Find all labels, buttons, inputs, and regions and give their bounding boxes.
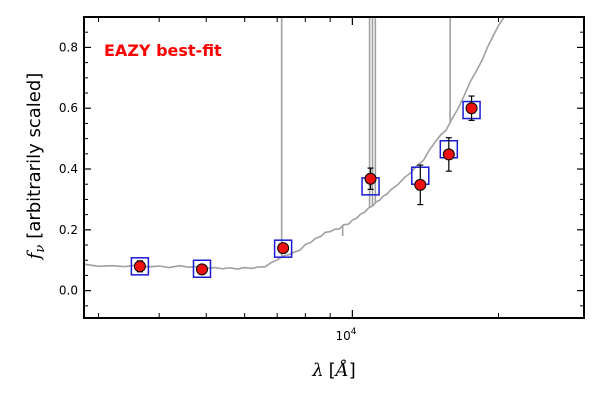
y-tick-label: 0.8 <box>59 40 78 54</box>
x-unit: [ <box>329 360 336 381</box>
x-ticks <box>98 17 585 318</box>
lambda-symbol: λ <box>311 360 323 381</box>
x-unit-angstrom: Å <box>334 359 349 381</box>
observed-flux-point <box>133 260 146 273</box>
y-axis-label: fν[arbitrarily scaled] <box>24 73 48 262</box>
observed-flux-point <box>277 242 290 255</box>
model-flux-box <box>130 257 150 276</box>
y-tick-label: 0.0 <box>59 284 78 298</box>
plot-content <box>84 17 505 278</box>
model-flux-box <box>192 259 212 278</box>
x-tick-exponent: 4 <box>351 327 357 337</box>
y-tick-label: 0.2 <box>59 223 78 237</box>
observed-flux-point <box>465 102 478 115</box>
f-nu-subscript: ν <box>33 245 48 253</box>
plot-frame <box>83 16 585 319</box>
y-tick-label: 0.4 <box>59 162 78 176</box>
y-ticks: 0.0 0.2 0.4 0.6 0.8 <box>59 31 584 307</box>
y-tick-label: 0.6 <box>59 101 78 115</box>
observed-flux-point <box>442 148 455 161</box>
observed-flux-point <box>414 178 427 191</box>
y-unit: [arbitrarily scaled] <box>24 73 45 239</box>
x-unit-close: ] <box>349 360 356 381</box>
model-flux-box <box>273 239 293 258</box>
x-tick-label-1e4: 104 <box>335 327 356 343</box>
observed-flux-point <box>364 172 377 185</box>
chart-annotation: EAZY best-fit <box>104 41 222 60</box>
observed-flux-point <box>195 263 208 276</box>
x-axis-label: λ [Å] <box>311 359 355 381</box>
